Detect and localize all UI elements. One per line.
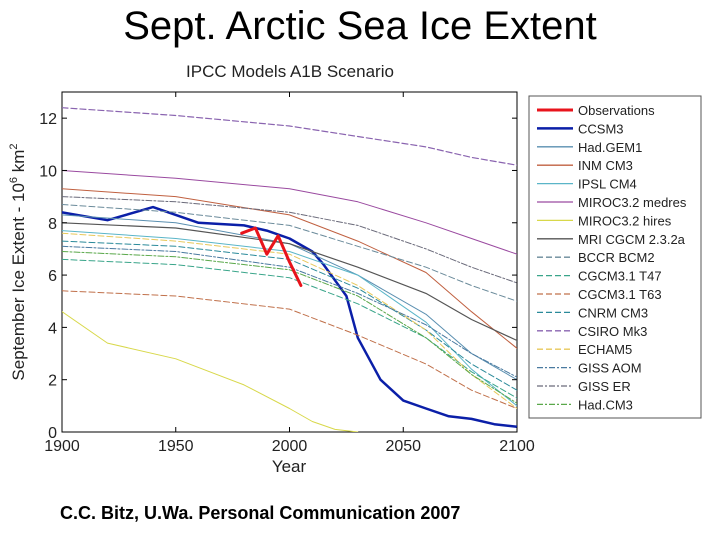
- series-line-ccsm3: [62, 205, 517, 429]
- series-line-cgcm3-1-t63: [62, 290, 517, 409]
- y-tick-label: 0: [48, 425, 57, 442]
- series-line-giss-aom: [62, 245, 517, 378]
- legend-label-inm-cm3: INM CM3: [578, 158, 633, 173]
- legend-label-cnrm-cm3: CNRM CM3: [578, 305, 648, 320]
- y-axis-label-unit-exp: 2: [8, 143, 20, 149]
- y-tick-layer: 0 2 4 6 8 10 12: [39, 111, 517, 442]
- series-line-ipsl-cm4: [62, 230, 517, 407]
- slide-title: Sept. Arctic Sea Ice Extent: [123, 4, 597, 48]
- legend-label-csiro-mk3: CSIRO Mk3: [578, 324, 647, 339]
- x-tick-label: 2100: [499, 438, 535, 455]
- legend-label-observations: Observations: [578, 103, 655, 118]
- y-axis-label-exp: 6: [8, 177, 20, 183]
- x-axis-label: Year: [272, 457, 307, 476]
- legend-label-miroc3-2-medres: MIROC3.2 medres: [578, 195, 687, 210]
- series-line-csiro-mk3: [62, 107, 517, 166]
- legend-label-bccr-bcm2: BCCR BCM2: [578, 250, 655, 265]
- series-line-miroc3-2-hires: [62, 311, 359, 432]
- legend-label-giss-aom: GISS AOM: [578, 361, 642, 376]
- series-line-miroc3-2-medres: [62, 170, 517, 255]
- series-line-cgcm3-1-t47: [62, 258, 517, 399]
- chart-title: IPCC Models A1B Scenario: [186, 62, 394, 81]
- series-line-echam5: [62, 232, 517, 409]
- legend-entries: Observations CCSM3 Had.GEM1 INM CM3 IPSL CM4…: [537, 103, 687, 412]
- legend-label-cgcm3-1-t63: CGCM3.1 T63: [578, 287, 662, 302]
- x-tick-label: 1900: [44, 438, 80, 455]
- legend-label-cgcm3-1-t47: CGCM3.1 T47: [578, 269, 662, 284]
- x-tick-label: 2000: [272, 438, 308, 455]
- legend-label-ccsm3: CCSM3: [578, 121, 624, 136]
- y-tick-label: 12: [39, 111, 57, 128]
- legend-label-miroc3-2-hires: MIROC3.2 hires: [578, 213, 672, 228]
- legend: Observations CCSM3 Had.GEM1 INM CM3 IPSL CM4…: [528, 95, 702, 419]
- series-line-had-cm3: [62, 251, 517, 404]
- series-line-observations: [240, 226, 303, 287]
- y-tick-label: 8: [48, 216, 57, 233]
- legend-label-mri-cgcm-2-3-2a: MRI CGCM 2.3.2a: [578, 232, 686, 247]
- series-line-bccr-bcm2: [62, 204, 517, 302]
- series-layer: [62, 107, 517, 432]
- legend-label-ipsl-cm4: IPSL CM4: [578, 177, 637, 192]
- legend-label-had-cm3: Had.CM3: [578, 397, 633, 412]
- series-line-cnrm-cm3: [62, 240, 517, 391]
- y-axis-label-unit: km: [9, 150, 28, 177]
- legend-label-had-gem1: Had.GEM1: [578, 140, 642, 155]
- legend-label-giss-er: GISS ER: [578, 379, 631, 394]
- x-tick-layer: 1900 1950 2000 2050 2100: [44, 92, 535, 455]
- y-axis-label-main: September Ice Extent - 10: [9, 183, 28, 381]
- y-tick-label: 2: [48, 373, 57, 390]
- x-tick-label: 1950: [158, 438, 194, 455]
- series-line-giss-er: [62, 196, 517, 284]
- legend-label-echam5: ECHAM5: [578, 342, 632, 357]
- series-line-inm-cm3: [62, 188, 517, 349]
- y-tick-label: 4: [48, 320, 57, 337]
- credit-line: C.C. Bitz, U.Wa. Personal Communication …: [60, 503, 461, 523]
- series-line-mri-cgcm-2-3-2a: [62, 222, 517, 342]
- y-axis-label: September Ice Extent - 106 km2: [8, 143, 28, 380]
- y-tick-label: 6: [48, 268, 57, 285]
- x-tick-label: 2050: [385, 438, 421, 455]
- y-tick-label: 10: [39, 163, 57, 180]
